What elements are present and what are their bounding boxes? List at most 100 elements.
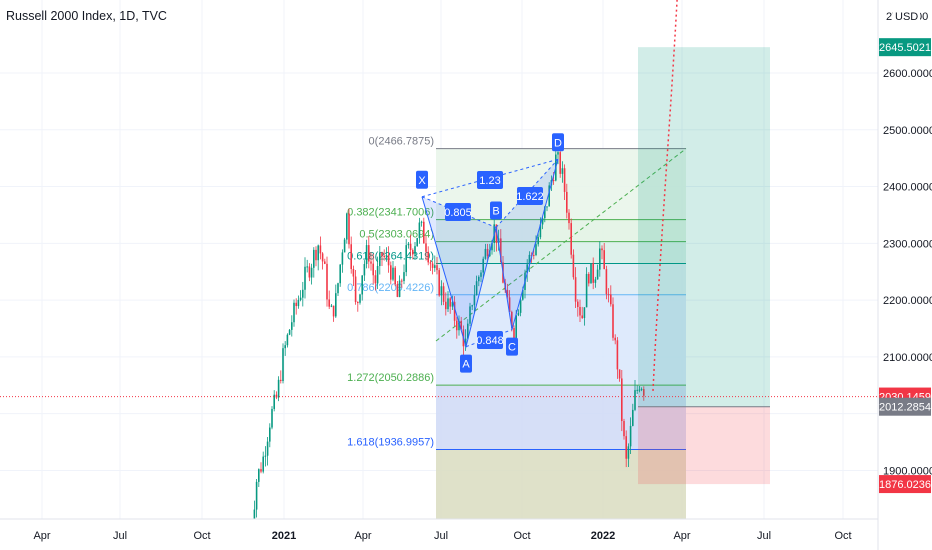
- pattern-ratio-badge: [477, 331, 503, 349]
- fib-level-label: 0.786(2209.4226): [347, 282, 434, 294]
- fib-zone: [436, 385, 686, 450]
- candle-body: [330, 305, 333, 307]
- candle-body: [427, 251, 429, 263]
- candle-body: [623, 421, 625, 437]
- time-tick-label: 2021: [272, 530, 296, 542]
- candle-body: [335, 293, 337, 317]
- pattern-point-label: X: [418, 175, 426, 187]
- candle-body: [456, 320, 458, 331]
- candle-body: [603, 250, 605, 270]
- fib-level-label: 1.618(1936.9957): [347, 436, 434, 448]
- candle-body: [451, 301, 454, 307]
- candle-body: [621, 378, 623, 422]
- time-tick-label: Jul: [113, 530, 127, 542]
- candle-body: [559, 152, 561, 174]
- pattern-point-badge[interactable]: [416, 170, 428, 189]
- candle-body: [273, 394, 275, 409]
- candle-body: [568, 212, 570, 224]
- candle-body: [537, 237, 539, 245]
- candle-body: [280, 379, 282, 382]
- xabcd-harmonic-pattern[interactable]: 0.805 1.23 1.622 0.848 X A B C D: [416, 133, 564, 373]
- candle-body: [475, 281, 478, 296]
- pattern-point-label: D: [554, 137, 562, 149]
- candle-body: [526, 264, 528, 273]
- pattern-point-badge[interactable]: [460, 354, 472, 373]
- price-tick-label: 2100.0000: [883, 352, 932, 364]
- candle-body: [440, 286, 443, 296]
- profit-zone[interactable]: [638, 47, 770, 407]
- candle-body: [605, 269, 608, 295]
- candle-body: [324, 261, 326, 264]
- time-axis-panel[interactable]: [0, 519, 878, 550]
- candle-body: [491, 242, 493, 251]
- candle-body: [269, 427, 271, 442]
- candle-body: [394, 267, 396, 285]
- time-tick-label: Oct: [834, 530, 851, 542]
- candle-body: [522, 289, 524, 300]
- candle-body: [614, 337, 616, 341]
- candle-body: [306, 266, 308, 268]
- candle-body: [418, 222, 421, 239]
- candle-body: [379, 252, 381, 267]
- candle-body: [592, 263, 594, 283]
- candle-body: [445, 301, 447, 310]
- candle-body: [282, 348, 284, 382]
- candle-body: [594, 279, 597, 283]
- price-tag[interactable]: [879, 397, 931, 416]
- fib-level-label: 0.5(2303.0694): [359, 229, 434, 241]
- symbol-title[interactable]: Russell 2000 Index, 1D, TVC: [6, 9, 167, 23]
- price-axis-panel[interactable]: [878, 0, 932, 550]
- candle-body: [361, 275, 363, 295]
- pattern-ratio-text: 0.848: [476, 335, 504, 347]
- currency-label[interactable]: USD: [893, 11, 921, 23]
- candle-body: [583, 307, 586, 318]
- candle-body: [449, 298, 451, 307]
- pattern-point-label: B: [492, 205, 499, 217]
- candle-body: [596, 269, 599, 280]
- candle-body: [431, 263, 434, 268]
- price-tick-label: 1900.0000: [883, 465, 932, 477]
- candle-body: [464, 338, 467, 347]
- candle-body: [387, 255, 390, 266]
- candle-body: [570, 223, 572, 255]
- pattern-point-badge[interactable]: [490, 201, 502, 220]
- candle-body: [350, 244, 352, 270]
- loss-zone[interactable]: [638, 406, 770, 485]
- candle-body: [277, 379, 280, 398]
- candle-body: [381, 252, 383, 257]
- fib-zone: [436, 263, 686, 295]
- projection-path[interactable]: [652, 0, 678, 392]
- candle-body: [517, 312, 520, 316]
- candle-body: [636, 389, 638, 391]
- candle-body: [643, 389, 645, 396]
- candle-body: [429, 262, 432, 264]
- pattern-ratio-text: 1.622: [516, 191, 544, 203]
- pattern-point-badge[interactable]: [552, 133, 564, 152]
- fib-level-label: 1.272(2050.2886): [347, 372, 434, 384]
- candle-body: [310, 267, 313, 278]
- pattern-triangle-xab: [422, 196, 496, 347]
- price-tick-label: 2200.0000: [883, 295, 932, 307]
- pattern-ratio-badge: [445, 203, 471, 221]
- candle-body: [337, 283, 339, 294]
- candle-body: [548, 185, 550, 207]
- candle-body: [372, 263, 374, 276]
- time-tick-label: Jul: [757, 530, 771, 542]
- price-tag[interactable]: [879, 475, 931, 494]
- candle-body: [368, 245, 370, 262]
- candle-body: [478, 276, 480, 282]
- candle-body: [348, 213, 350, 245]
- price-tag[interactable]: [879, 38, 931, 57]
- candle-body: [610, 294, 612, 305]
- long-position-tool[interactable]: [0, 0, 878, 485]
- fib-trend-line[interactable]: [435, 148, 687, 342]
- pattern-ratio-text: 0.805: [444, 207, 472, 219]
- candle-body: [629, 425, 632, 447]
- candle-body: [317, 245, 319, 261]
- candle-body: [577, 301, 579, 307]
- candle-body: [339, 264, 341, 284]
- pattern-point-badge[interactable]: [506, 337, 518, 356]
- candle-body: [539, 224, 542, 238]
- candle-body: [561, 168, 564, 174]
